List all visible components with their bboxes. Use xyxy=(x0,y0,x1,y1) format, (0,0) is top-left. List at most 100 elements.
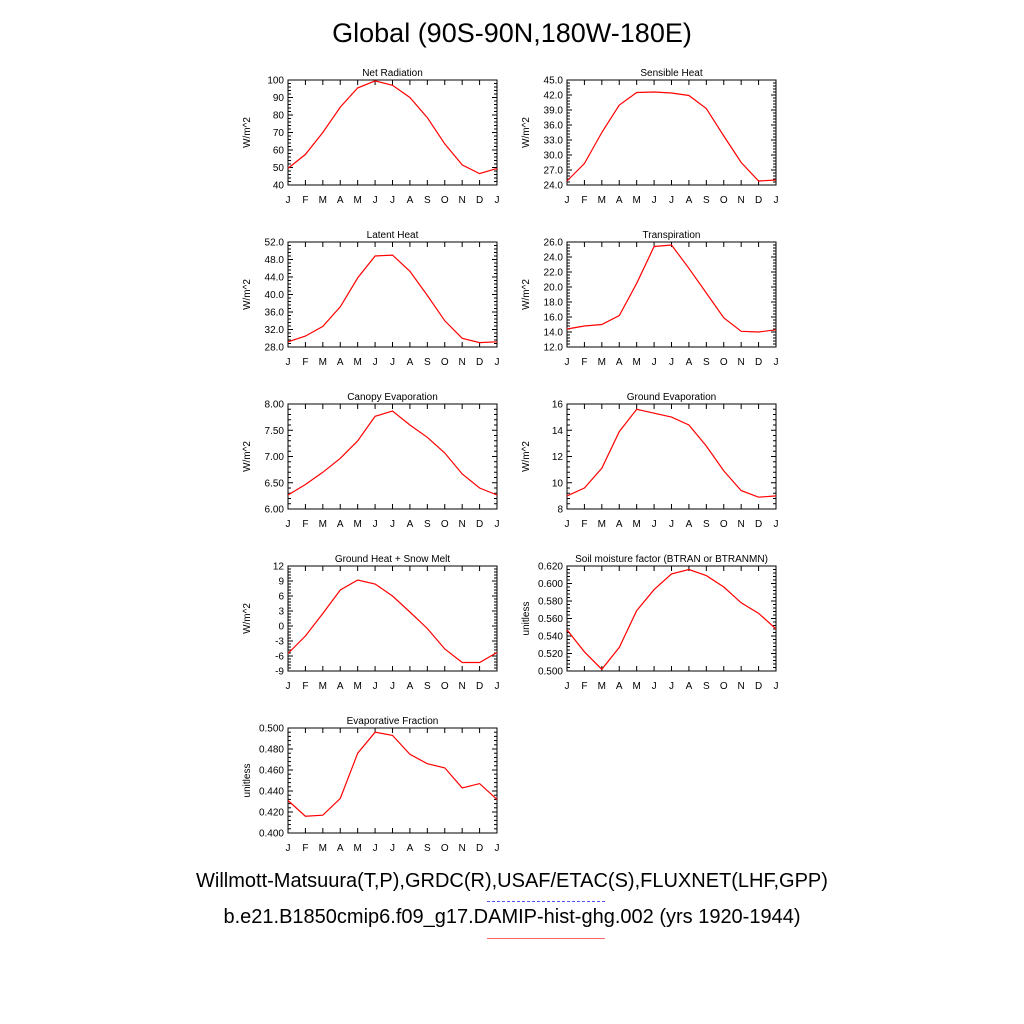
x-tick-label: S xyxy=(703,195,710,206)
x-tick-label: O xyxy=(720,195,728,206)
x-tick-label: M xyxy=(598,195,606,206)
y-axis-label: W/m^2 xyxy=(521,117,532,148)
panel-ground-heat-snow-melt: Ground Heat + Snow Melt W/m^2 -9 -6 -3 0 3 6 9 12… xyxy=(242,554,500,692)
x-tick-label: J xyxy=(373,843,378,854)
x-tick-label: A xyxy=(616,519,623,530)
y-tick-label: 18.0 xyxy=(544,298,564,309)
panel-title: Ground Evaporation xyxy=(627,392,717,403)
panel-sensible-heat: Sensible Heat W/m^2 24.0 27.0 30.0 33.0 36.0 39… xyxy=(521,68,779,206)
y-tick-label: 9 xyxy=(278,577,284,588)
panel-title: Ground Heat + Snow Melt xyxy=(335,554,451,565)
x-tick-label: M xyxy=(632,195,640,206)
y-tick-label: 0.620 xyxy=(538,562,563,573)
x-tick-label: D xyxy=(476,195,483,206)
y-tick-label: 0.560 xyxy=(538,614,563,625)
x-tick-label: J xyxy=(373,357,378,368)
plot-frame xyxy=(287,727,498,834)
plot-frame xyxy=(566,403,777,510)
x-tick-label: O xyxy=(720,681,728,692)
x-tick-label: A xyxy=(407,195,414,206)
x-tick-label: A xyxy=(686,195,693,206)
y-tick-label: 8.00 xyxy=(265,400,285,411)
x-tick-label: J xyxy=(669,357,674,368)
y-tick-label: 0.460 xyxy=(259,766,284,777)
x-tick-label: O xyxy=(441,843,449,854)
y-tick-label: 7.50 xyxy=(265,426,285,437)
x-tick-label: J xyxy=(390,681,395,692)
y-tick-label: 0.600 xyxy=(538,579,563,590)
y-tick-label: 100 xyxy=(267,76,284,87)
x-tick-label: J xyxy=(495,681,500,692)
x-tick-label: S xyxy=(424,519,431,530)
panel-title: Evaporative Fraction xyxy=(347,716,439,727)
legend-obs-swatch xyxy=(487,901,605,902)
y-tick-label: 40 xyxy=(273,181,285,192)
y-tick-label: 8 xyxy=(557,505,563,516)
y-tick-label: -9 xyxy=(275,667,284,678)
y-axis-label: W/m^2 xyxy=(521,441,532,472)
x-tick-label: N xyxy=(459,681,466,692)
x-tick-label: M xyxy=(319,195,327,206)
panel-canopy-evaporation: Canopy Evaporation W/m^2 6.00 6.50 7.00 7.50 8… xyxy=(242,392,500,530)
y-axis-label: unitless xyxy=(242,764,253,798)
x-tick-label: A xyxy=(616,357,623,368)
x-tick-label: J xyxy=(652,195,657,206)
y-axis-label: W/m^2 xyxy=(521,279,532,310)
y-tick-label: 7.00 xyxy=(265,452,285,463)
x-tick-label: J xyxy=(390,519,395,530)
x-tick-label: N xyxy=(738,681,745,692)
y-tick-label: 10 xyxy=(552,478,564,489)
x-tick-label: A xyxy=(686,519,693,530)
plot-frame xyxy=(566,565,777,672)
x-tick-label: M xyxy=(598,519,606,530)
x-tick-label: D xyxy=(476,681,483,692)
legend-model-swatch xyxy=(487,938,605,939)
y-tick-label: 26.0 xyxy=(544,238,564,249)
x-tick-label: M xyxy=(632,357,640,368)
y-tick-label: 33.0 xyxy=(544,136,564,147)
x-tick-label: N xyxy=(738,195,745,206)
x-tick-label: S xyxy=(424,681,431,692)
y-tick-label: 22.0 xyxy=(544,268,564,279)
y-tick-label: 28.0 xyxy=(265,343,285,354)
x-tick-label: A xyxy=(616,195,623,206)
x-tick-label: D xyxy=(755,195,762,206)
x-tick-label: F xyxy=(581,681,587,692)
x-tick-label: D xyxy=(476,843,483,854)
y-tick-label: 32.0 xyxy=(265,325,285,336)
x-tick-label: M xyxy=(319,681,327,692)
y-tick-label: 36.0 xyxy=(265,308,285,319)
panel-title: Transpiration xyxy=(643,230,701,241)
legend-model-label: b.e21.B1850cmip6.f09_g17.DAMIP-hist-ghg.… xyxy=(223,906,801,928)
x-tick-label: D xyxy=(755,519,762,530)
x-tick-label: J xyxy=(774,357,779,368)
x-tick-label: F xyxy=(581,357,587,368)
series-line xyxy=(566,408,777,498)
y-tick-label: 3 xyxy=(278,607,284,618)
x-tick-label: S xyxy=(703,519,710,530)
x-tick-label: A xyxy=(337,681,344,692)
series-line xyxy=(566,568,777,671)
y-tick-label: 40.0 xyxy=(265,290,285,301)
x-tick-label: D xyxy=(755,357,762,368)
x-tick-label: S xyxy=(703,357,710,368)
panel-title: Latent Heat xyxy=(367,230,419,241)
y-tick-label: 52.0 xyxy=(265,238,285,249)
panel-latent-heat: Latent Heat W/m^2 28.0 32.0 36.0 40.0 44.0 48.0… xyxy=(242,230,500,368)
x-tick-label: J xyxy=(373,519,378,530)
panel-transpiration: Transpiration W/m^2 12.0 14.0 16.0 18.0 20.0 22… xyxy=(521,230,779,368)
y-tick-label: 0.480 xyxy=(259,745,284,756)
x-tick-label: O xyxy=(720,357,728,368)
y-tick-label: 0 xyxy=(278,622,284,633)
x-tick-label: A xyxy=(337,519,344,530)
y-axis-label: W/m^2 xyxy=(242,279,253,310)
x-tick-label: J xyxy=(565,357,570,368)
y-tick-label: 48.0 xyxy=(265,255,285,266)
x-tick-label: J xyxy=(774,519,779,530)
x-tick-label: N xyxy=(738,357,745,368)
y-tick-label: 0.440 xyxy=(259,787,284,798)
x-tick-label: A xyxy=(407,357,414,368)
x-tick-label: J xyxy=(774,195,779,206)
plot-frame xyxy=(287,241,498,348)
x-tick-label: A xyxy=(407,843,414,854)
